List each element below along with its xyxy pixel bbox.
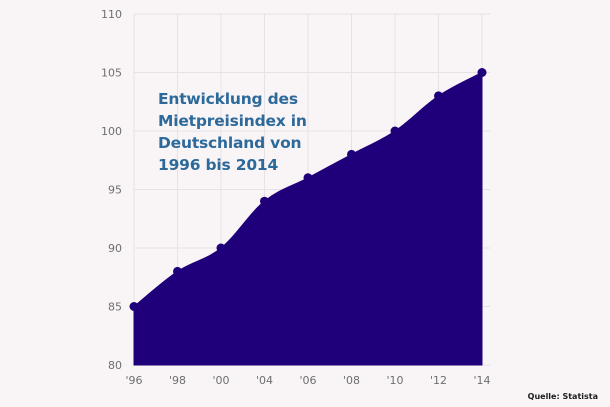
marker-layer (129, 68, 487, 311)
x-tick-label: '14 (473, 374, 490, 387)
y-tick-label: 105 (101, 67, 122, 80)
x-tick-label: '96 (125, 374, 142, 387)
x-tick-label: '00 (212, 374, 229, 387)
source-note: Quelle: Statista (527, 392, 598, 401)
y-axis-ticks: 80 85 90 95 100 105 110 (101, 8, 122, 372)
data-point (477, 68, 487, 77)
data-point (129, 302, 139, 311)
data-point (216, 243, 226, 253)
data-point (390, 126, 400, 136)
x-tick-label: '10 (386, 374, 403, 387)
y-tick-label: 85 (108, 301, 122, 314)
chart-title: Entwicklung des Mietpreisindex in Deutsc… (158, 90, 307, 174)
x-tick-label: '08 (343, 374, 360, 387)
x-tick-label: '12 (430, 374, 447, 387)
data-point (303, 173, 313, 183)
data-point (260, 196, 269, 206)
y-tick-label: 110 (101, 8, 122, 21)
x-tick-label: '06 (299, 374, 316, 387)
y-tick-label: 95 (108, 184, 122, 197)
x-tick-label: '04 (256, 374, 273, 387)
data-point (173, 266, 182, 276)
x-tick-label: '98 (169, 374, 186, 387)
x-axis-ticks: '96 '98 '00 '04 '06 '08 '10 '12 '14 (125, 374, 490, 387)
y-tick-label: 80 (108, 359, 122, 372)
data-point (434, 91, 443, 101)
y-tick-label: 90 (108, 242, 122, 255)
y-tick-label: 100 (101, 125, 122, 138)
data-point (347, 149, 356, 159)
